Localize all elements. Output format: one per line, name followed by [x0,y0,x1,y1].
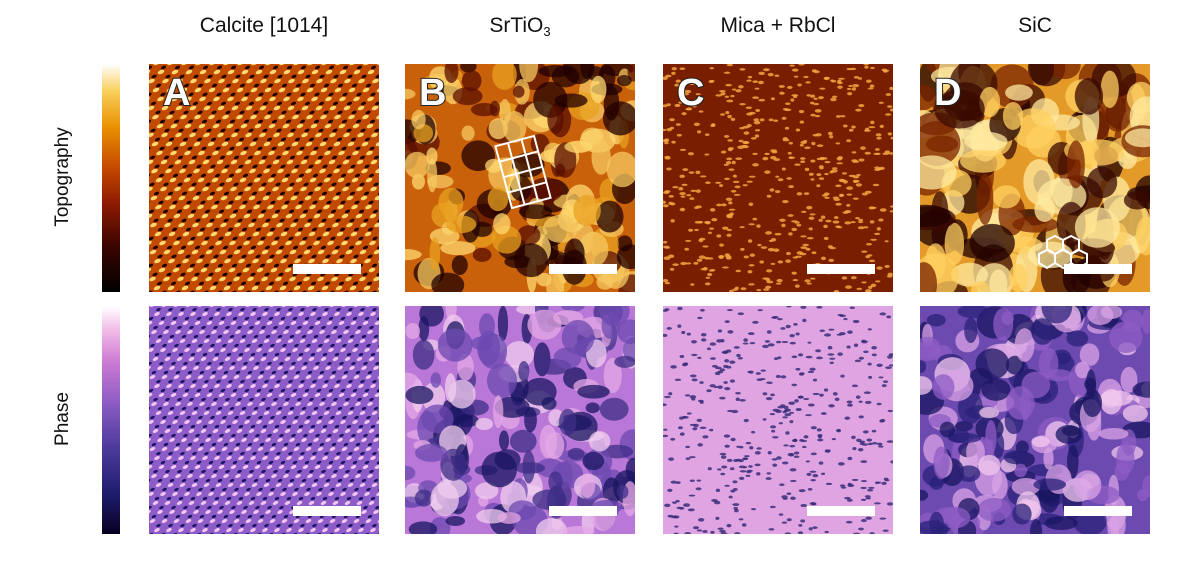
column-title-calcite: Calcite [1014] [199,14,329,37]
panel-d-topography: D [920,64,1150,292]
scale-bar [1064,506,1132,516]
sic-topography-image [920,64,1150,292]
panel-d-phase [920,306,1150,534]
scale-bar [293,506,361,516]
panel-c-phase [663,306,893,534]
scale-bar [807,506,875,516]
scale-bar [549,264,617,274]
column-title-srtio3: SrTiO3 [405,14,635,39]
calcite-phase-image [149,306,379,534]
phase-colorbar [102,306,120,534]
panel-letter-c: C [676,71,705,115]
row-label-topography: Topography [52,127,73,227]
mica-rbcl-topography-image [663,64,893,292]
panel-letter-b: B [418,71,447,115]
srtio3-title-main: SrTiO [489,14,544,37]
sic-phase-image [920,306,1150,534]
panel-a-phase [149,306,379,534]
calcite-topography-image [149,64,379,292]
srtio3-phase-image [405,306,635,534]
panel-b-topography: B [405,64,635,292]
column-title-sic: SiC [1018,14,1052,37]
row-label-phase: Phase [52,392,73,446]
scale-bar [549,506,617,516]
mica-rbcl-phase-image [663,306,893,534]
scale-bar [1064,264,1132,274]
panel-letter-a: A [162,71,191,115]
panel-b-phase [405,306,635,534]
srtio3-title-subscript: 3 [543,24,551,39]
panel-c-topography: C [663,64,893,292]
srtio3-topography-image [405,64,635,292]
panel-a-topography: A [149,64,379,292]
topography-colorbar [102,64,120,292]
column-title-mica-rbcl: Mica + RbCl [720,14,836,37]
scale-bar [293,264,361,274]
scale-bar [807,264,875,274]
panel-letter-d: D [933,71,962,115]
